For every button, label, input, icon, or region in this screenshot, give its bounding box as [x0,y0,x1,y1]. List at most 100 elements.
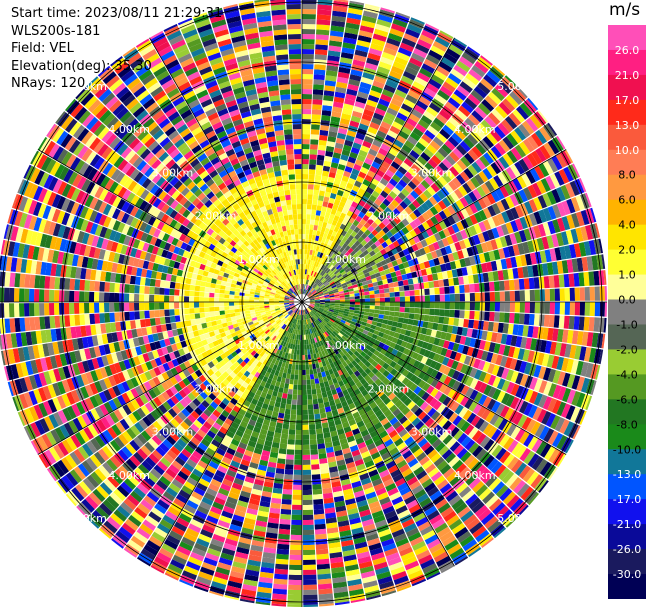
gate [574,345,582,360]
gate [385,194,394,203]
gate [34,316,41,330]
gate [361,518,374,527]
gate [433,280,440,288]
gate [502,491,516,505]
gate [39,303,45,316]
gate [556,453,567,467]
gate [313,84,324,91]
gate [322,100,333,107]
gate [302,123,311,130]
gate [302,459,311,465]
gate [522,138,535,153]
gate [474,60,489,74]
gate [114,302,120,312]
gate [516,483,530,498]
gate [500,223,509,236]
gate [308,169,316,175]
gate [419,401,429,411]
gate [441,271,449,279]
gate [319,296,325,299]
gate [347,507,359,515]
gate [441,237,450,247]
gate [317,9,332,16]
gate [383,283,389,289]
gate [479,292,485,302]
gate [528,199,538,213]
gate [447,378,457,388]
gate [292,119,302,125]
gate [575,360,584,376]
gate [557,386,567,401]
gate [559,419,570,434]
gate [449,475,462,487]
gate [483,74,498,88]
gate [395,580,411,590]
gate [281,499,292,505]
gate [556,435,568,450]
gate [363,523,376,532]
gate [289,549,302,555]
gate [442,124,454,136]
gate [398,285,405,292]
gate [329,126,339,133]
gate [443,52,458,64]
gate [438,279,445,287]
gate [388,266,396,273]
gate [374,240,381,247]
gate [468,497,482,510]
gate [309,229,314,235]
gate [439,85,453,97]
gate [364,229,371,236]
gate [302,118,311,125]
gate [437,502,451,514]
gate [159,302,165,310]
gate [524,389,534,402]
gate [420,268,428,276]
gate [564,302,571,315]
gate [465,216,474,227]
gate [416,470,428,481]
gate [159,317,166,325]
gate [290,529,302,535]
gate [544,302,550,314]
gate [446,471,458,483]
gate [498,280,505,291]
gate [411,578,427,587]
gate [361,15,377,24]
gate [387,262,394,269]
gate [478,221,487,233]
gate [378,147,388,157]
gate [527,404,538,419]
gate [14,273,21,288]
gate [443,366,451,376]
gate [442,434,453,445]
gate [452,380,461,391]
gate [282,494,292,500]
gate [526,419,537,433]
gate [598,270,605,286]
gate [164,302,170,310]
gate [484,292,490,302]
gate [303,534,315,540]
gate [480,242,489,253]
gate [349,444,359,453]
gate [379,9,395,19]
gate [504,234,513,246]
gate [387,32,403,42]
gate [517,267,524,279]
gate [428,259,436,267]
gate [428,243,436,252]
gate [302,494,313,500]
gate [594,302,601,317]
gate [303,549,316,555]
gate [412,277,419,284]
gate [293,464,302,470]
gate [457,432,468,444]
gate [315,169,323,176]
gate [522,349,530,362]
gate [328,45,342,52]
gate [463,168,474,179]
gate [523,187,533,201]
gate [291,99,302,105]
